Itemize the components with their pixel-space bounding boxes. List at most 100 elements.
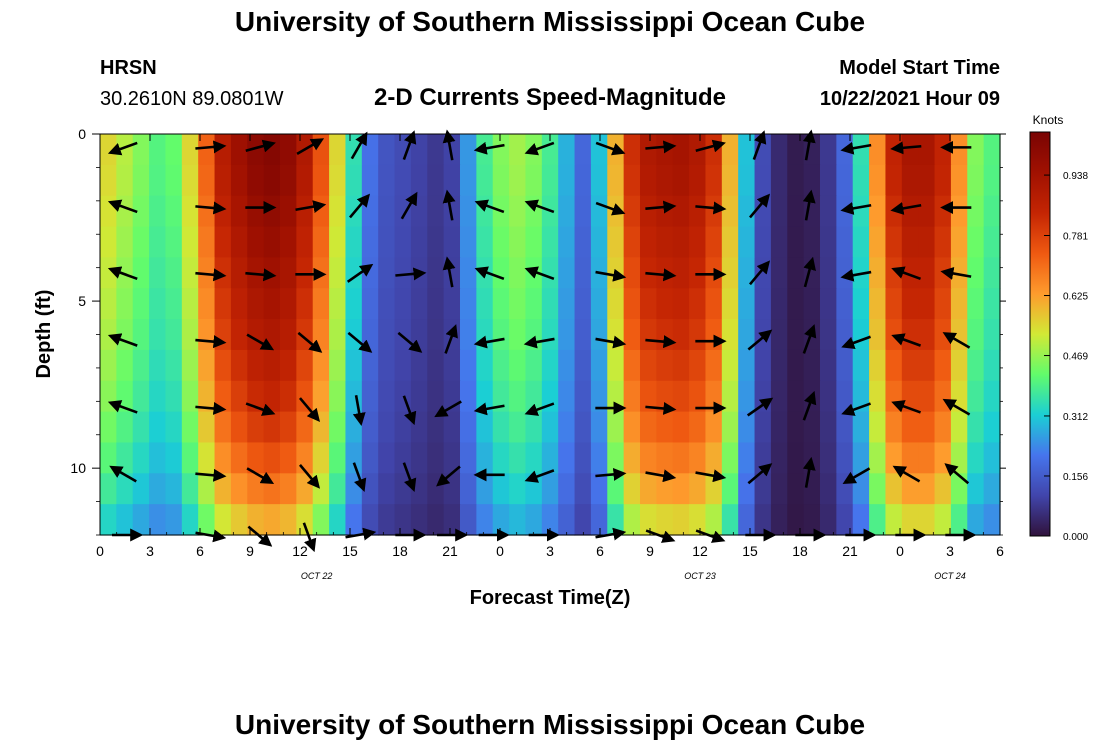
heat-cell (329, 380, 347, 413)
heat-cell (476, 442, 494, 474)
heat-cell (378, 164, 396, 197)
heat-cell (885, 288, 903, 320)
colorbar-tick-label: 0.938 (1063, 171, 1088, 182)
heat-cell (869, 380, 887, 413)
heat-cell (885, 195, 903, 228)
heat-cell (738, 442, 756, 474)
heat-cell (476, 164, 494, 197)
heat-cell (836, 380, 854, 413)
heat-cell (787, 134, 805, 166)
current-vector (296, 138, 325, 155)
heat-cell (230, 411, 248, 444)
heat-cell (836, 319, 854, 351)
heat-cell (721, 226, 739, 258)
heat-cell (427, 226, 445, 258)
heat-cell (885, 380, 903, 413)
heat-cell (443, 288, 461, 320)
heat-cell (149, 380, 167, 413)
heat-cell (738, 319, 756, 351)
current-vector (348, 193, 371, 219)
heat-cell (280, 442, 297, 474)
heat-cell (443, 134, 461, 166)
current-vector (595, 141, 626, 156)
heat-cell (754, 473, 772, 505)
heat-cell (541, 134, 559, 166)
heat-cell (623, 442, 641, 474)
heat-cell (116, 349, 134, 382)
heat-cell (345, 504, 363, 536)
heat-cell (721, 442, 739, 474)
heat-cell (738, 349, 756, 382)
heat-cell (100, 226, 117, 258)
current-vector (645, 401, 677, 415)
heat-cell (312, 134, 330, 166)
heat-cell (852, 288, 870, 320)
current-vector (595, 467, 627, 481)
colorbar-gradient (1029, 131, 1051, 537)
x-tick-label: 3 (546, 543, 554, 559)
heat-cell (230, 349, 248, 382)
current-vector (246, 333, 275, 351)
heat-cell (787, 319, 805, 351)
heat-cell (607, 164, 625, 197)
heat-cell (558, 349, 576, 382)
colorbar: Knots 0.938 0.781 0.625 0.469 0.312 0.156 0.00… (1029, 113, 1088, 543)
heat-cell (214, 411, 232, 444)
current-vector (942, 398, 971, 416)
heat-cell (263, 195, 281, 228)
current-vector (195, 468, 227, 482)
heat-cell (181, 411, 199, 444)
heat-cell (181, 504, 199, 536)
heat-cell (558, 319, 576, 351)
heat-cell (181, 226, 199, 258)
heat-cell (918, 226, 936, 258)
heat-cell (689, 504, 707, 536)
heat-cell (590, 319, 608, 351)
heat-cell (460, 134, 477, 166)
heat-cell (132, 473, 150, 505)
heat-cell (770, 257, 788, 289)
heat-cell (492, 504, 510, 536)
heat-cell (247, 195, 265, 228)
heat-cell (541, 442, 559, 474)
heat-cell (590, 226, 608, 258)
x-tick-label: 0 (96, 543, 104, 559)
heat-cell (181, 257, 199, 289)
heat-cell (721, 380, 739, 413)
heat-cell (116, 442, 134, 474)
heat-cell (787, 411, 805, 444)
heat-cell (476, 504, 494, 536)
heat-cell (623, 134, 641, 166)
heat-cell (967, 473, 985, 505)
heat-cell (329, 319, 347, 351)
heat-cell (934, 134, 952, 166)
heat-cell (558, 288, 576, 320)
heat-cell (836, 226, 854, 258)
heat-cell (901, 134, 919, 166)
colorbar-ticks: 0.938 0.781 0.625 0.469 0.312 0.156 0.000 (1044, 171, 1088, 543)
heat-cell (378, 257, 396, 289)
heat-cell (820, 349, 837, 382)
heat-cell (705, 411, 723, 444)
axes: 0 3 6 9 12 15 18 21 0 3 6 9 12 15 18 21 0 3 6 OCT 22 OCT 23 O… (70, 126, 1006, 581)
heat-cell (623, 504, 641, 536)
heat-cell (100, 134, 117, 166)
heat-cell (869, 349, 887, 382)
heat-cell (901, 257, 919, 289)
heat-cell (721, 349, 739, 382)
heat-cell (427, 380, 445, 413)
heat-cell (901, 442, 919, 474)
heat-cell (361, 349, 379, 382)
heat-cell (312, 288, 330, 320)
heat-cell (672, 349, 690, 382)
heat-cell (967, 134, 985, 166)
heat-cell (100, 349, 117, 382)
heat-cell (476, 411, 494, 444)
heat-cell (132, 288, 150, 320)
heat-cell (934, 349, 952, 382)
heat-cell (754, 257, 772, 289)
heat-cell (836, 442, 854, 474)
heat-cell (983, 442, 1001, 474)
heat-cell (901, 195, 919, 228)
heat-cell (132, 349, 150, 382)
